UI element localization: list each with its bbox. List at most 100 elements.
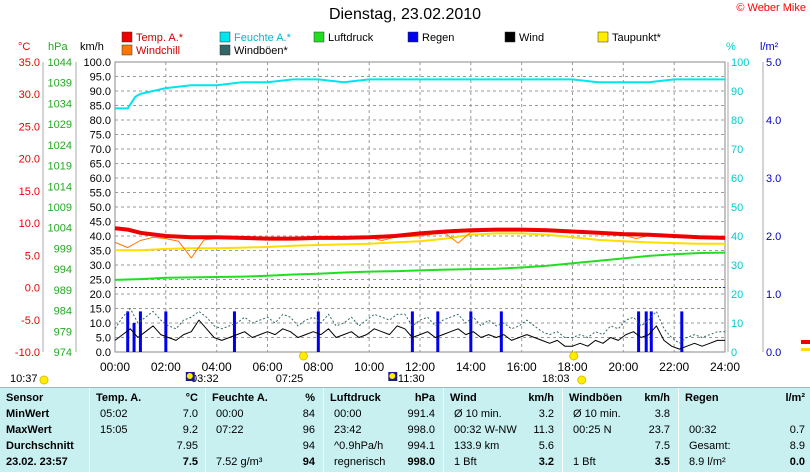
left-sun-icon xyxy=(39,375,49,385)
cell-label-gust: 00:25 N xyxy=(573,424,612,436)
table-row: 07:22 96 xyxy=(206,424,321,437)
wind-tick-label: 75.0 xyxy=(90,130,111,142)
pressure-tick-label: 999 xyxy=(54,243,72,255)
cell-value-temp: 7.5 xyxy=(182,456,198,468)
wind-axis-unit: km/h xyxy=(80,41,104,53)
cell-value-rain: 8.9 xyxy=(789,440,805,452)
pressure-tick-label: 1014 xyxy=(48,181,72,193)
rain-bar xyxy=(138,311,142,352)
table-row: 94 xyxy=(206,440,321,453)
rain-bar xyxy=(232,311,236,352)
table-row: 00:00 84 xyxy=(206,408,321,421)
series-line-feuchte-a xyxy=(115,78,725,110)
table-row: 15:05 9.2 xyxy=(90,424,204,437)
cell-label-temp: 05:02 xyxy=(100,408,128,420)
x-tick-label: 08:00 xyxy=(303,360,333,374)
x-tick-label: 24:00 xyxy=(710,360,740,374)
x-tick-label: 14:00 xyxy=(456,360,486,374)
moonset-marker-glyph xyxy=(389,373,396,379)
rain-bar xyxy=(126,311,130,352)
cell-label-wind: 00:32 W-NW xyxy=(454,424,517,436)
cell-value-hum: 94 xyxy=(302,440,315,452)
cell-label-hum: 07:22 xyxy=(216,424,244,436)
humidity-tick-label: 10 xyxy=(731,318,743,330)
table-row: ^0.9hPa/h 994.1 xyxy=(324,440,441,453)
cell-value-wind: 11.3 xyxy=(533,424,554,436)
sunset-marker xyxy=(569,351,579,361)
cell-value-hum: 84 xyxy=(302,408,315,420)
col-sensor: Sensor MinWert MaxWert Durchschnitt 23.0… xyxy=(0,388,88,472)
table-row: 1 Bft 3.2 xyxy=(444,456,560,469)
table-row: 8.9 l/m² 0.0 xyxy=(679,456,810,469)
pressure-tick-label: 1034 xyxy=(48,98,72,110)
temp-tick-label: 10.0 xyxy=(19,218,40,230)
table-row: Ø 10 min. 3.8 xyxy=(563,408,676,421)
cell-value-gust: 7.5 xyxy=(654,440,670,452)
moonrise-time: 03:32 xyxy=(191,373,219,385)
wind-tick-label: 20.0 xyxy=(90,289,111,301)
series-line-temp-a xyxy=(114,226,726,241)
header-sensor: Sensor xyxy=(6,392,44,404)
cell-value-gust: 3.5 xyxy=(654,456,670,468)
rain-bar xyxy=(644,311,648,352)
table-row: 05:02 7.0 xyxy=(90,408,204,421)
cell-label-wind: Ø 10 min. xyxy=(454,408,502,420)
header-row: Windböen km/h xyxy=(563,392,676,405)
cell-label-rain: Gesamt: xyxy=(689,440,731,452)
table-row xyxy=(679,408,810,421)
wind-tick-label: 15.0 xyxy=(90,304,111,316)
cell-label-rain: 8.9 l/m² xyxy=(689,456,726,468)
cell-value-press: 991.4 xyxy=(407,408,435,420)
row-label-min: MinWert xyxy=(6,408,50,420)
wind-tick-label: 55.0 xyxy=(90,188,111,200)
table-row: 7.5 xyxy=(90,456,204,469)
x-tick-label: 04:00 xyxy=(202,360,232,374)
stats-table: Sensor MinWert MaxWert Durchschnitt 23.0… xyxy=(0,387,810,472)
header-unit-press: hPa xyxy=(414,392,435,404)
table-row: 00:25 N 23.7 xyxy=(563,424,676,437)
rain-tick-label: 4.0 xyxy=(766,115,781,127)
rain-bar xyxy=(499,311,503,352)
temp-tick-label: 0.0 xyxy=(25,283,40,295)
table-row: 7.52 g/m³ 94 xyxy=(206,456,321,469)
legend-label: Windböen* xyxy=(234,45,289,57)
legend-label: Windchill xyxy=(136,45,180,57)
col-pressure: Luftdruck hPa 00:00 991.4 23:42 998.0 ^0.9hPa/… xyxy=(323,388,441,472)
wind-tick-label: 50.0 xyxy=(90,202,111,214)
legend-swatch xyxy=(407,31,419,43)
cell-value-gust: 23.7 xyxy=(648,424,670,436)
cell-label-temp: 15:05 xyxy=(100,424,128,436)
chart-series xyxy=(114,78,726,352)
pressure-axis-unit: hPa xyxy=(48,41,68,53)
rain-tick-label: 0.0 xyxy=(766,347,781,359)
x-tick-label: 12:00 xyxy=(405,360,435,374)
cell-label-wind: 1 Bft xyxy=(454,456,477,468)
wind-tick-label: 35.0 xyxy=(90,246,111,258)
table-row: 7.5 xyxy=(563,440,676,453)
legend-swatch xyxy=(121,44,133,56)
legend: Temp. A.* Feuchte A.* Luftdruck Regen Wind Ta… xyxy=(121,31,662,57)
cell-value-press: 994.1 xyxy=(407,440,435,452)
series-line-luftdruck xyxy=(114,251,726,281)
header-unit-rain: l/m² xyxy=(785,392,805,404)
humidity-tick-label: 60 xyxy=(731,173,743,185)
table-row: 23:42 998.0 xyxy=(324,424,441,437)
temp-tick-label: 25.0 xyxy=(19,121,40,133)
humidity-tick-label: 30 xyxy=(731,260,743,272)
x-tick-label: 00:00 xyxy=(100,360,130,374)
wind-tick-label: 90.0 xyxy=(90,86,111,98)
wind-tick-label: 10.0 xyxy=(90,318,111,330)
humidity-axis-unit: % xyxy=(726,41,736,53)
x-tick-label: 16:00 xyxy=(507,360,537,374)
sunset-icon xyxy=(577,375,587,385)
header-press: Luftdruck xyxy=(330,392,381,404)
sunset-time: 18:03 xyxy=(542,373,570,385)
header-wind: Wind xyxy=(450,392,477,404)
col-rain: Regen l/m² 00:32 0.7 Gesamt: 8.9 8.9 l/m² 0.0 xyxy=(678,388,810,472)
rain-bar xyxy=(132,323,136,352)
rain-tick-label: 5.0 xyxy=(766,57,781,69)
series-line-taupunkt xyxy=(115,232,725,252)
temp-tick-label: 15.0 xyxy=(19,186,40,198)
cell-value-wind: 3.2 xyxy=(538,408,554,420)
